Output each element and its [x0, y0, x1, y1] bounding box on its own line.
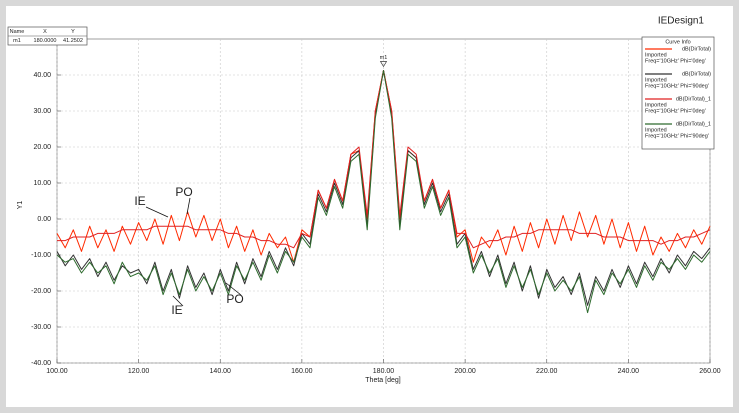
x-tick-label: 140.00: [210, 368, 232, 375]
table-cell: 41.2502: [63, 38, 83, 44]
legend-label: Imported: [645, 77, 667, 83]
y-tick-label: 30.00: [33, 108, 51, 115]
annotation: PO: [226, 292, 243, 306]
y-tick-label: -20.00: [31, 288, 51, 295]
y-tick-label: 40.00: [33, 72, 51, 79]
series-line: [56, 70, 711, 314]
y-axis-label: Y1: [17, 201, 24, 210]
x-tick-label: 120.00: [128, 368, 150, 375]
legend-label: dB(DirTotal)_1: [676, 121, 711, 127]
table-header: Y: [71, 29, 75, 35]
grid: [56, 39, 711, 364]
legend-label: Imported: [645, 102, 667, 108]
legend: Curve Info dB(DirTotal)ImportedFreq='10G…: [641, 36, 715, 150]
marker: [379, 61, 388, 68]
legend-label: Imported: [645, 52, 667, 58]
annotation-arrow: [145, 206, 169, 218]
x-tick-label: 220.00: [536, 368, 558, 375]
x-tick-label: 180.00: [373, 368, 395, 375]
curves: [56, 70, 711, 314]
y-tick-label: 0.00: [37, 216, 51, 223]
legend-label: dB(DirTotal): [682, 71, 711, 77]
legend-label: Freq='10GHz' Phi='90deg': [645, 133, 709, 139]
x-tick-label: 260.00: [699, 368, 721, 375]
legend-label: Freq='10GHz' Phi='90deg': [645, 83, 709, 89]
y-tick-label: 20.00: [33, 144, 51, 151]
legend-title: Curve Info: [665, 39, 690, 45]
x-tick-label: 160.00: [291, 368, 313, 375]
legend-label: Freq='10GHz' Phi='0deg': [645, 58, 706, 64]
legend-label: Freq='10GHz' Phi='0deg': [645, 108, 706, 114]
table-cell: m1: [13, 38, 21, 44]
x-tick-label: 200.00: [454, 368, 476, 375]
annotation-arrow: [172, 295, 184, 307]
x-tick-label: 100.00: [46, 368, 68, 375]
table-cell: 180.0000: [34, 38, 57, 44]
x-axis-label: Theta [deg]: [365, 377, 400, 384]
chart-title: IEDesign1: [658, 16, 705, 27]
legend-label: dB(DirTotal)_1: [676, 96, 711, 102]
marker-label: m1: [380, 55, 388, 61]
y-tick-label: -30.00: [31, 324, 51, 331]
annotation-arrow: [225, 282, 242, 296]
annotation: PO: [175, 185, 192, 199]
legend-box: [641, 36, 715, 150]
y-tick-label: -10.00: [31, 252, 51, 259]
table-header: Name: [10, 29, 25, 35]
legend-label: Imported: [645, 127, 667, 133]
annotation: IE: [171, 303, 182, 317]
annotation: IE: [134, 194, 145, 208]
legend-label: dB(DirTotal): [682, 46, 711, 52]
y-tick-label: 10.00: [33, 180, 51, 187]
marker-table: Name X Y m1 180.0000 41.2502: [7, 26, 88, 46]
x-tick-label: 240.00: [618, 368, 640, 375]
annotation-arrow: [186, 197, 191, 215]
table-header: X: [43, 29, 47, 35]
y-tick-label: -40.00: [31, 360, 51, 367]
